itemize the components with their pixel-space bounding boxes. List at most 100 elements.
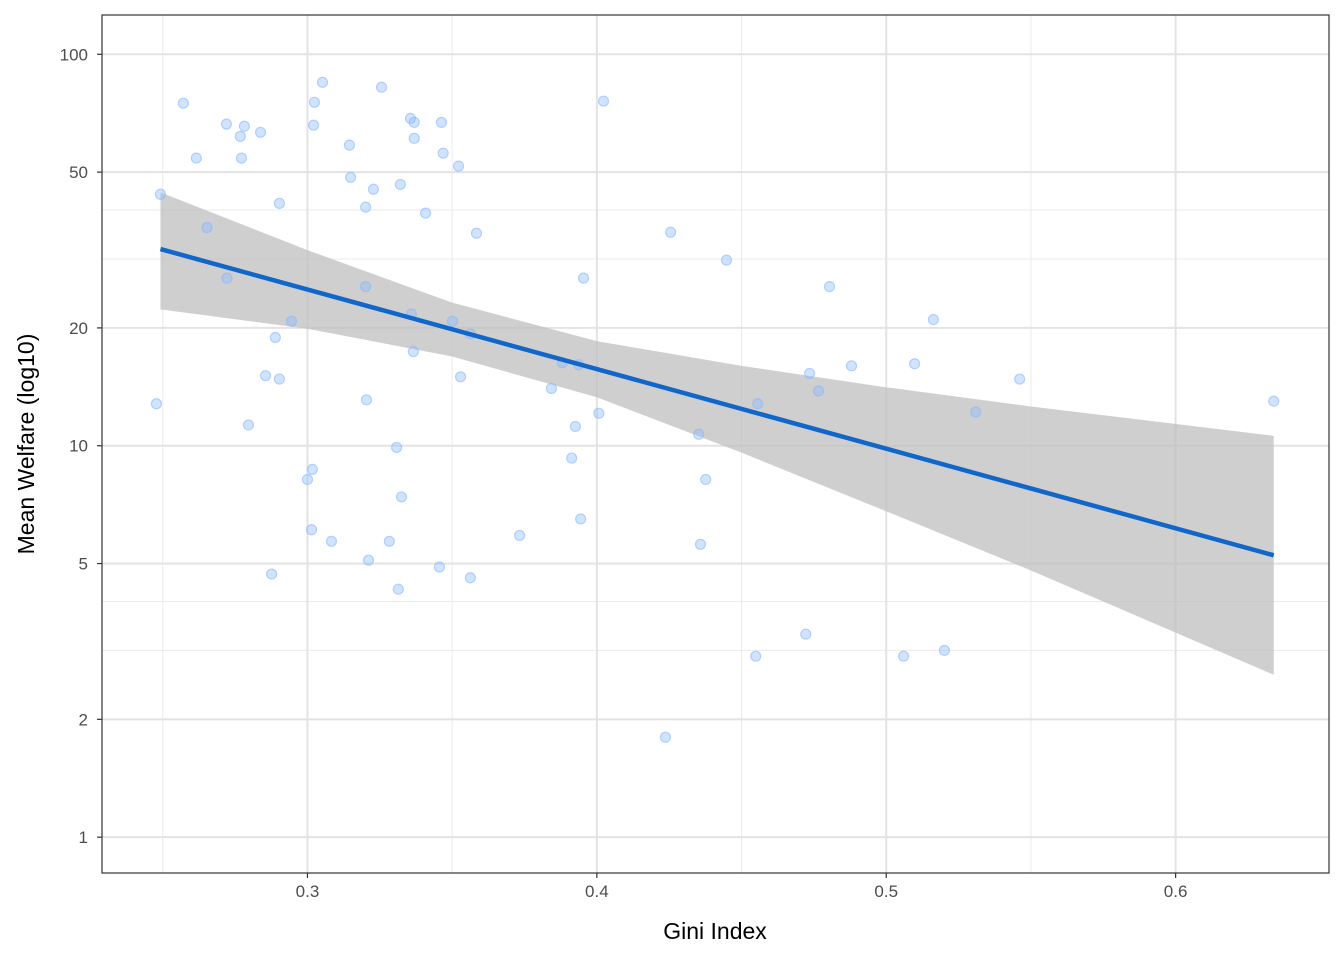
data-point (220, 118, 233, 130)
data-points (150, 76, 1280, 743)
data-point (569, 420, 582, 433)
data-point (419, 207, 432, 219)
y-tick-label: 5 (79, 555, 88, 574)
data-point (238, 120, 250, 132)
data-point (464, 572, 476, 584)
data-point (970, 406, 982, 418)
data-point (908, 358, 921, 370)
data-point (234, 130, 246, 142)
panel-border (101, 14, 1330, 874)
y-tick-label: 2 (79, 710, 88, 729)
y-tick-label: 1 (79, 828, 88, 847)
x-tick-label: 0.5 (874, 882, 898, 901)
data-point (392, 583, 404, 595)
data-point (812, 385, 825, 397)
data-point (273, 373, 285, 385)
x-axis-title: Gini Index (663, 918, 767, 944)
data-point (235, 152, 248, 164)
data-point (360, 201, 372, 213)
data-point (566, 452, 578, 464)
data-point (454, 371, 467, 383)
data-point (1014, 373, 1026, 385)
data-point (752, 398, 764, 410)
data-point (720, 254, 733, 266)
data-point (265, 568, 278, 580)
data-point (433, 561, 446, 573)
data-point (308, 96, 321, 108)
data-point (394, 178, 406, 191)
data-point (259, 370, 272, 382)
confidence-band-area (160, 192, 1274, 675)
data-point (408, 132, 420, 144)
data-point (577, 272, 590, 284)
y-tick-label: 50 (69, 163, 88, 182)
data-point (513, 529, 526, 542)
data-point (800, 628, 812, 640)
data-point (938, 644, 951, 657)
data-point (435, 116, 448, 128)
data-point (375, 81, 388, 93)
data-point (408, 116, 420, 128)
data-point (273, 197, 285, 209)
x-tick-label: 0.6 (1164, 882, 1188, 901)
data-point (452, 160, 465, 172)
data-point (344, 171, 357, 183)
data-point (575, 513, 587, 525)
data-point (254, 126, 267, 138)
data-point (305, 524, 318, 536)
data-point (390, 441, 403, 454)
data-point (360, 394, 373, 406)
data-point (154, 188, 167, 200)
data-point (367, 183, 380, 195)
y-tick-label: 100 (60, 45, 88, 64)
x-axis-ticks: 0.3 0.4 0.5 0.6 (296, 873, 1188, 901)
data-point (177, 97, 189, 109)
y-tick-label: 10 (69, 437, 88, 456)
data-point (307, 119, 320, 131)
data-point (597, 95, 610, 107)
data-point (362, 554, 375, 566)
confidence-band (160, 192, 1274, 675)
x-tick-label: 0.4 (585, 882, 609, 901)
data-point (803, 367, 816, 380)
y-tick-label: 20 (69, 319, 88, 338)
y-axis-ticks: 1 2 5 10 20 50 100 (60, 45, 102, 847)
data-point (845, 360, 858, 372)
data-point (285, 315, 298, 327)
data-point (383, 535, 395, 547)
data-point (659, 731, 672, 743)
data-point (301, 473, 314, 486)
data-point (593, 407, 605, 419)
data-point (201, 221, 213, 234)
data-point (316, 76, 329, 88)
data-point (545, 382, 558, 395)
regression-line (159, 246, 1275, 558)
data-point (407, 345, 419, 358)
data-point (360, 280, 372, 293)
data-point (343, 139, 356, 151)
data-point (325, 535, 338, 547)
fit-line (159, 246, 1275, 558)
data-point (470, 227, 483, 239)
data-point (898, 650, 910, 662)
data-point (221, 272, 233, 284)
x-tick-label: 0.3 (296, 882, 320, 901)
data-point (446, 315, 459, 327)
data-point (306, 463, 318, 476)
data-point (190, 152, 202, 164)
data-point (242, 419, 255, 431)
data-point (437, 147, 449, 159)
data-point (700, 473, 712, 486)
data-point (665, 226, 677, 238)
data-point (750, 650, 762, 662)
data-point (927, 314, 940, 326)
data-point (269, 331, 281, 344)
data-point (150, 398, 163, 410)
data-point (693, 428, 705, 440)
data-point (395, 491, 408, 503)
y-axis-title: Mean Welfare (log10) (13, 334, 39, 555)
data-point (694, 538, 707, 550)
data-point (823, 280, 836, 293)
data-point (1268, 395, 1280, 407)
